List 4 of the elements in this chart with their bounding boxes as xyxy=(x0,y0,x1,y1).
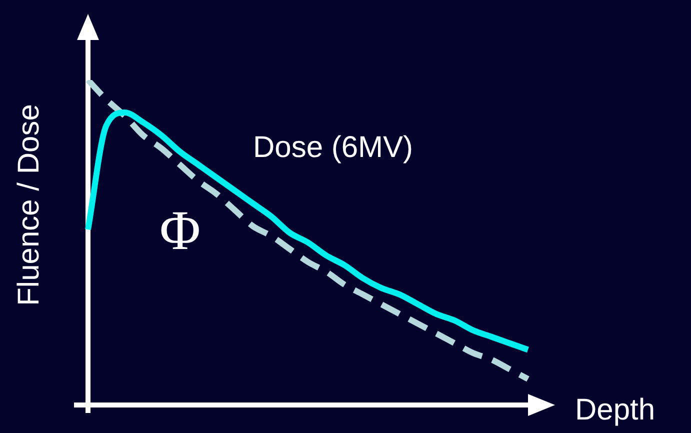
series-label: Φ xyxy=(160,200,201,262)
y-axis-title: Fluence / Dose xyxy=(12,104,46,306)
series-label: Dose (6MV) xyxy=(253,130,414,164)
x-axis-title: Depth xyxy=(575,393,656,426)
